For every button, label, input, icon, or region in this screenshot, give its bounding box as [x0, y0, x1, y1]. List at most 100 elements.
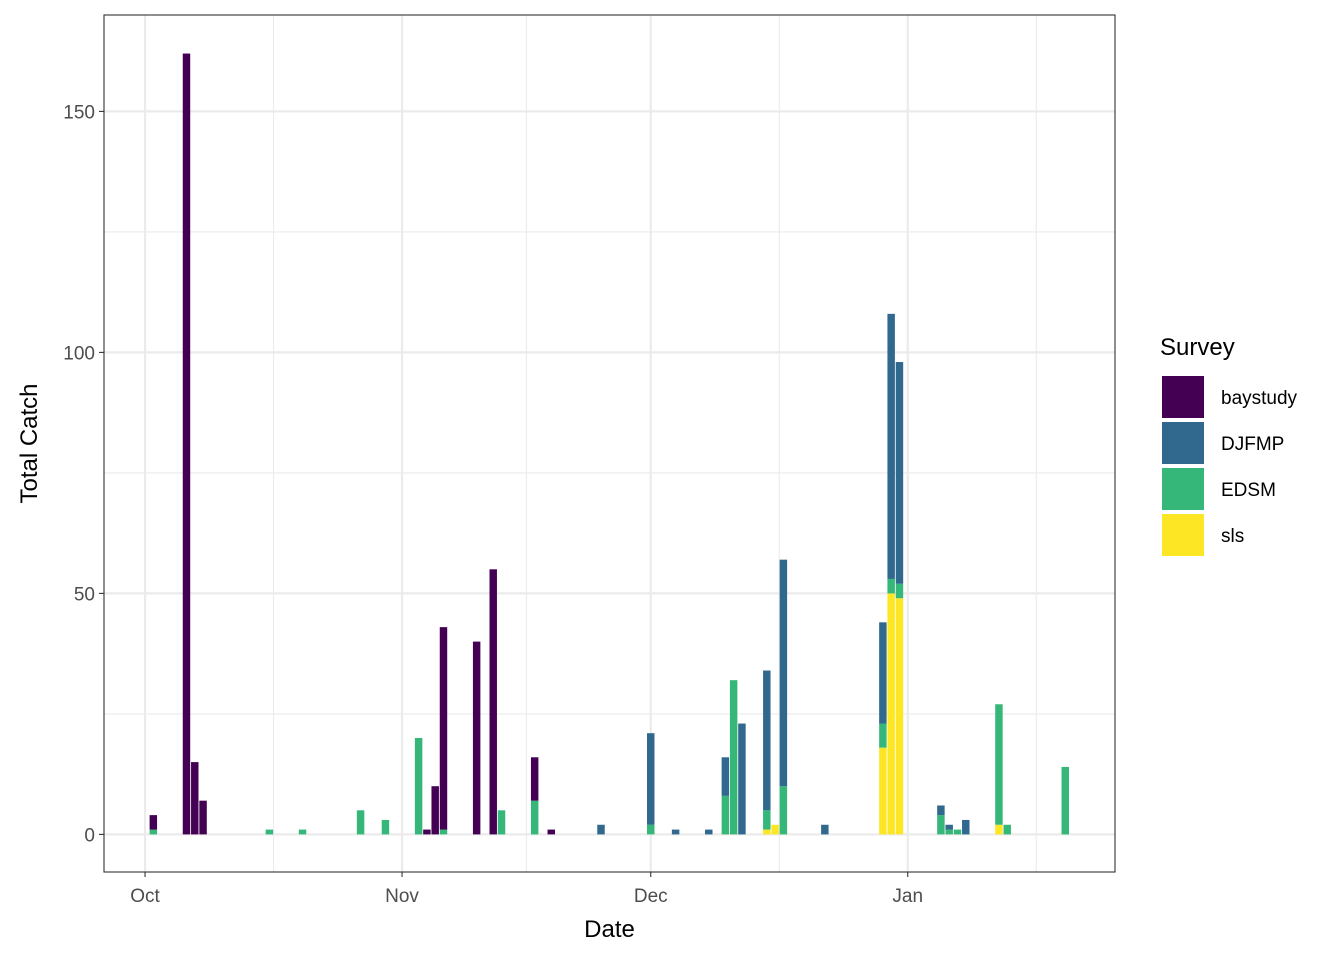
stacked-bar — [199, 800, 207, 835]
stacked-bar — [945, 824, 953, 835]
bar-segment-djfmp — [738, 723, 746, 835]
bar-segment-edsm — [1003, 824, 1011, 835]
stacked-bar — [647, 733, 655, 835]
stacked-bar — [191, 762, 199, 835]
bar-segment-edsm — [953, 829, 962, 835]
bar-segment-edsm — [497, 810, 506, 835]
bar-segment-baystudy — [149, 815, 158, 830]
y-tick-label: 150 — [63, 102, 95, 123]
bar-segment-djfmp — [763, 670, 771, 811]
bar-segment-edsm — [721, 795, 730, 835]
stacked-bar — [489, 569, 497, 835]
x-tick-label: Oct — [130, 886, 160, 907]
x-tick-label: Jan — [892, 886, 923, 907]
plot-panel — [104, 15, 1115, 872]
bar-segment-edsm — [647, 824, 655, 835]
legend-swatch — [1162, 468, 1204, 510]
y-axis-title: Total Catch — [16, 383, 43, 503]
bar-segment-djfmp — [879, 622, 887, 724]
stacked-bar — [763, 670, 771, 835]
stacked-bar — [953, 829, 962, 835]
stacked-bar — [879, 622, 887, 835]
legend-swatch — [1162, 422, 1204, 464]
bar-segment-baystudy — [182, 53, 191, 835]
stacked-bar — [729, 680, 738, 835]
bar-segment-djfmp — [721, 757, 730, 796]
stacked-bar — [671, 829, 680, 835]
legend-title: Survey — [1160, 334, 1235, 361]
x-tick-label: Dec — [634, 886, 668, 907]
y-tick-label: 50 — [74, 584, 95, 605]
bar-segment-djfmp — [895, 362, 904, 584]
stacked-bar — [439, 627, 448, 835]
legend-item-djfmp: DJFMP — [1162, 422, 1284, 464]
bar-segment-edsm — [937, 815, 945, 835]
bar-segment-djfmp — [671, 829, 680, 835]
bar-segment-baystudy — [199, 800, 207, 835]
bar-segment-djfmp — [937, 805, 945, 816]
bar-segment-edsm — [265, 829, 274, 835]
bar-segment-edsm — [439, 829, 448, 835]
legend-item-sls: sls — [1162, 514, 1244, 556]
stacked-bar — [821, 824, 829, 835]
legend-items: baystudy DJFMP EDSM sls — [1162, 376, 1298, 556]
stacked-bar — [705, 829, 713, 835]
x-axis: Oct Nov Dec Jan — [130, 872, 923, 907]
stacked-bar — [149, 815, 158, 835]
bar-segment-djfmp — [597, 824, 605, 835]
stacked-bar — [547, 829, 555, 835]
bar-segment-baystudy — [191, 762, 199, 835]
bar-segment-edsm — [779, 786, 788, 835]
stacked-bar — [779, 559, 788, 835]
stacked-bar — [431, 786, 439, 835]
legend-swatch — [1162, 376, 1204, 418]
bar-segment-sls — [887, 593, 895, 835]
bar-segment-baystudy — [547, 829, 555, 835]
bar-segment-edsm — [381, 819, 390, 835]
bar-segment-edsm — [887, 578, 895, 594]
stacked-bar — [182, 53, 191, 835]
stacked-bar — [381, 819, 390, 835]
bars — [149, 53, 1069, 835]
stacked-bar — [1003, 824, 1011, 835]
legend-label: EDSM — [1221, 480, 1276, 501]
bar-segment-djfmp — [887, 313, 895, 579]
bar-segment-sls — [995, 824, 1003, 835]
bar-segment-baystudy — [530, 757, 539, 801]
bar-segment-edsm — [356, 810, 365, 835]
bar-segment-edsm — [414, 738, 423, 835]
stacked-bar — [472, 641, 481, 835]
legend-item-edsm: EDSM — [1162, 468, 1276, 510]
bar-segment-djfmp — [945, 824, 953, 830]
stacked-bar — [771, 824, 779, 835]
stacked-bar — [423, 829, 431, 835]
y-axis: 0 50 100 150 — [63, 102, 104, 846]
stacked-bar — [721, 757, 730, 835]
bar-segment-edsm — [763, 810, 771, 830]
stacked-bar — [265, 829, 274, 835]
legend-label: baystudy — [1221, 388, 1298, 409]
bar-segment-edsm — [530, 800, 539, 835]
legend-item-baystudy: baystudy — [1162, 376, 1298, 418]
bar-segment-djfmp — [821, 824, 829, 835]
bar-segment-sls — [895, 598, 904, 835]
stacked-bar — [937, 805, 945, 835]
stacked-bar — [995, 704, 1003, 835]
x-axis-title: Date — [584, 916, 635, 943]
y-tick-label: 0 — [84, 825, 95, 846]
stacked-bar — [895, 362, 904, 835]
bar-segment-baystudy — [431, 786, 439, 835]
bar-segment-baystudy — [423, 829, 431, 835]
stacked-bar — [497, 810, 506, 835]
bar-segment-edsm — [945, 829, 953, 835]
bar-segment-djfmp — [705, 829, 713, 835]
bar-segment-edsm — [895, 583, 904, 599]
bar-segment-baystudy — [439, 627, 448, 830]
gridlines — [104, 15, 1115, 872]
bar-segment-djfmp — [779, 559, 788, 787]
bar-segment-djfmp — [647, 733, 655, 825]
bar-segment-djfmp — [962, 819, 970, 835]
legend-label: DJFMP — [1221, 434, 1284, 455]
legend: Survey baystudy DJFMP EDSM sls — [1160, 334, 1298, 556]
stacked-bar — [887, 313, 895, 835]
